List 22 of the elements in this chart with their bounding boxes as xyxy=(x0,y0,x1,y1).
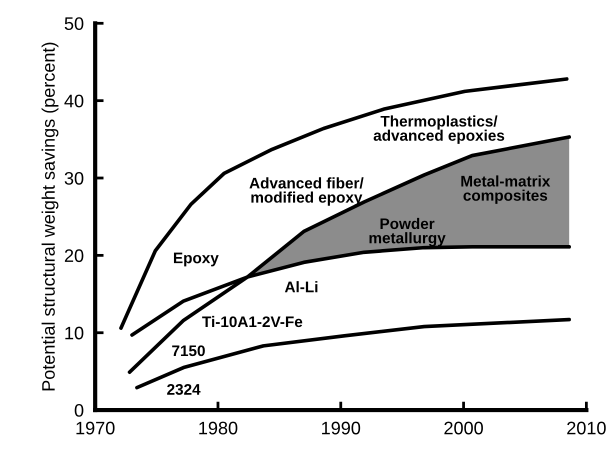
annotation: 2324 xyxy=(167,384,200,395)
x-tick-label: 1990 xyxy=(322,422,360,434)
x-tick-label: 2000 xyxy=(444,422,483,434)
y-tick-label: 50 xyxy=(64,17,84,30)
annotation: Metal-matrix composites xyxy=(461,175,550,204)
annotation: Advanced fiber/ modified epoxy xyxy=(249,177,364,206)
x-tick-label: 1980 xyxy=(199,422,238,434)
x-tick-label: 1970 xyxy=(76,422,115,434)
y-tick-label: 10 xyxy=(65,326,84,340)
annotation: Ti-10A1-2V-Fe xyxy=(202,316,302,328)
y-axis-title: Potential structural weight savings (percent) xyxy=(42,42,58,390)
y-tick-label: 30 xyxy=(64,172,84,185)
y-tick-label: 0 xyxy=(74,404,84,417)
x-tick-label: 2010 xyxy=(567,422,606,434)
annotation: Epoxy xyxy=(174,252,219,266)
annotation: Thermoplastics/ advanced epoxies xyxy=(374,115,504,144)
annotation: Powder metallurgy xyxy=(369,218,446,246)
y-tick-label: 40 xyxy=(64,94,84,108)
y-tick-label: 20 xyxy=(64,249,84,262)
annotation: 7150 xyxy=(172,345,205,356)
line-series xyxy=(119,77,569,330)
annotation: Al-Li xyxy=(284,281,318,292)
